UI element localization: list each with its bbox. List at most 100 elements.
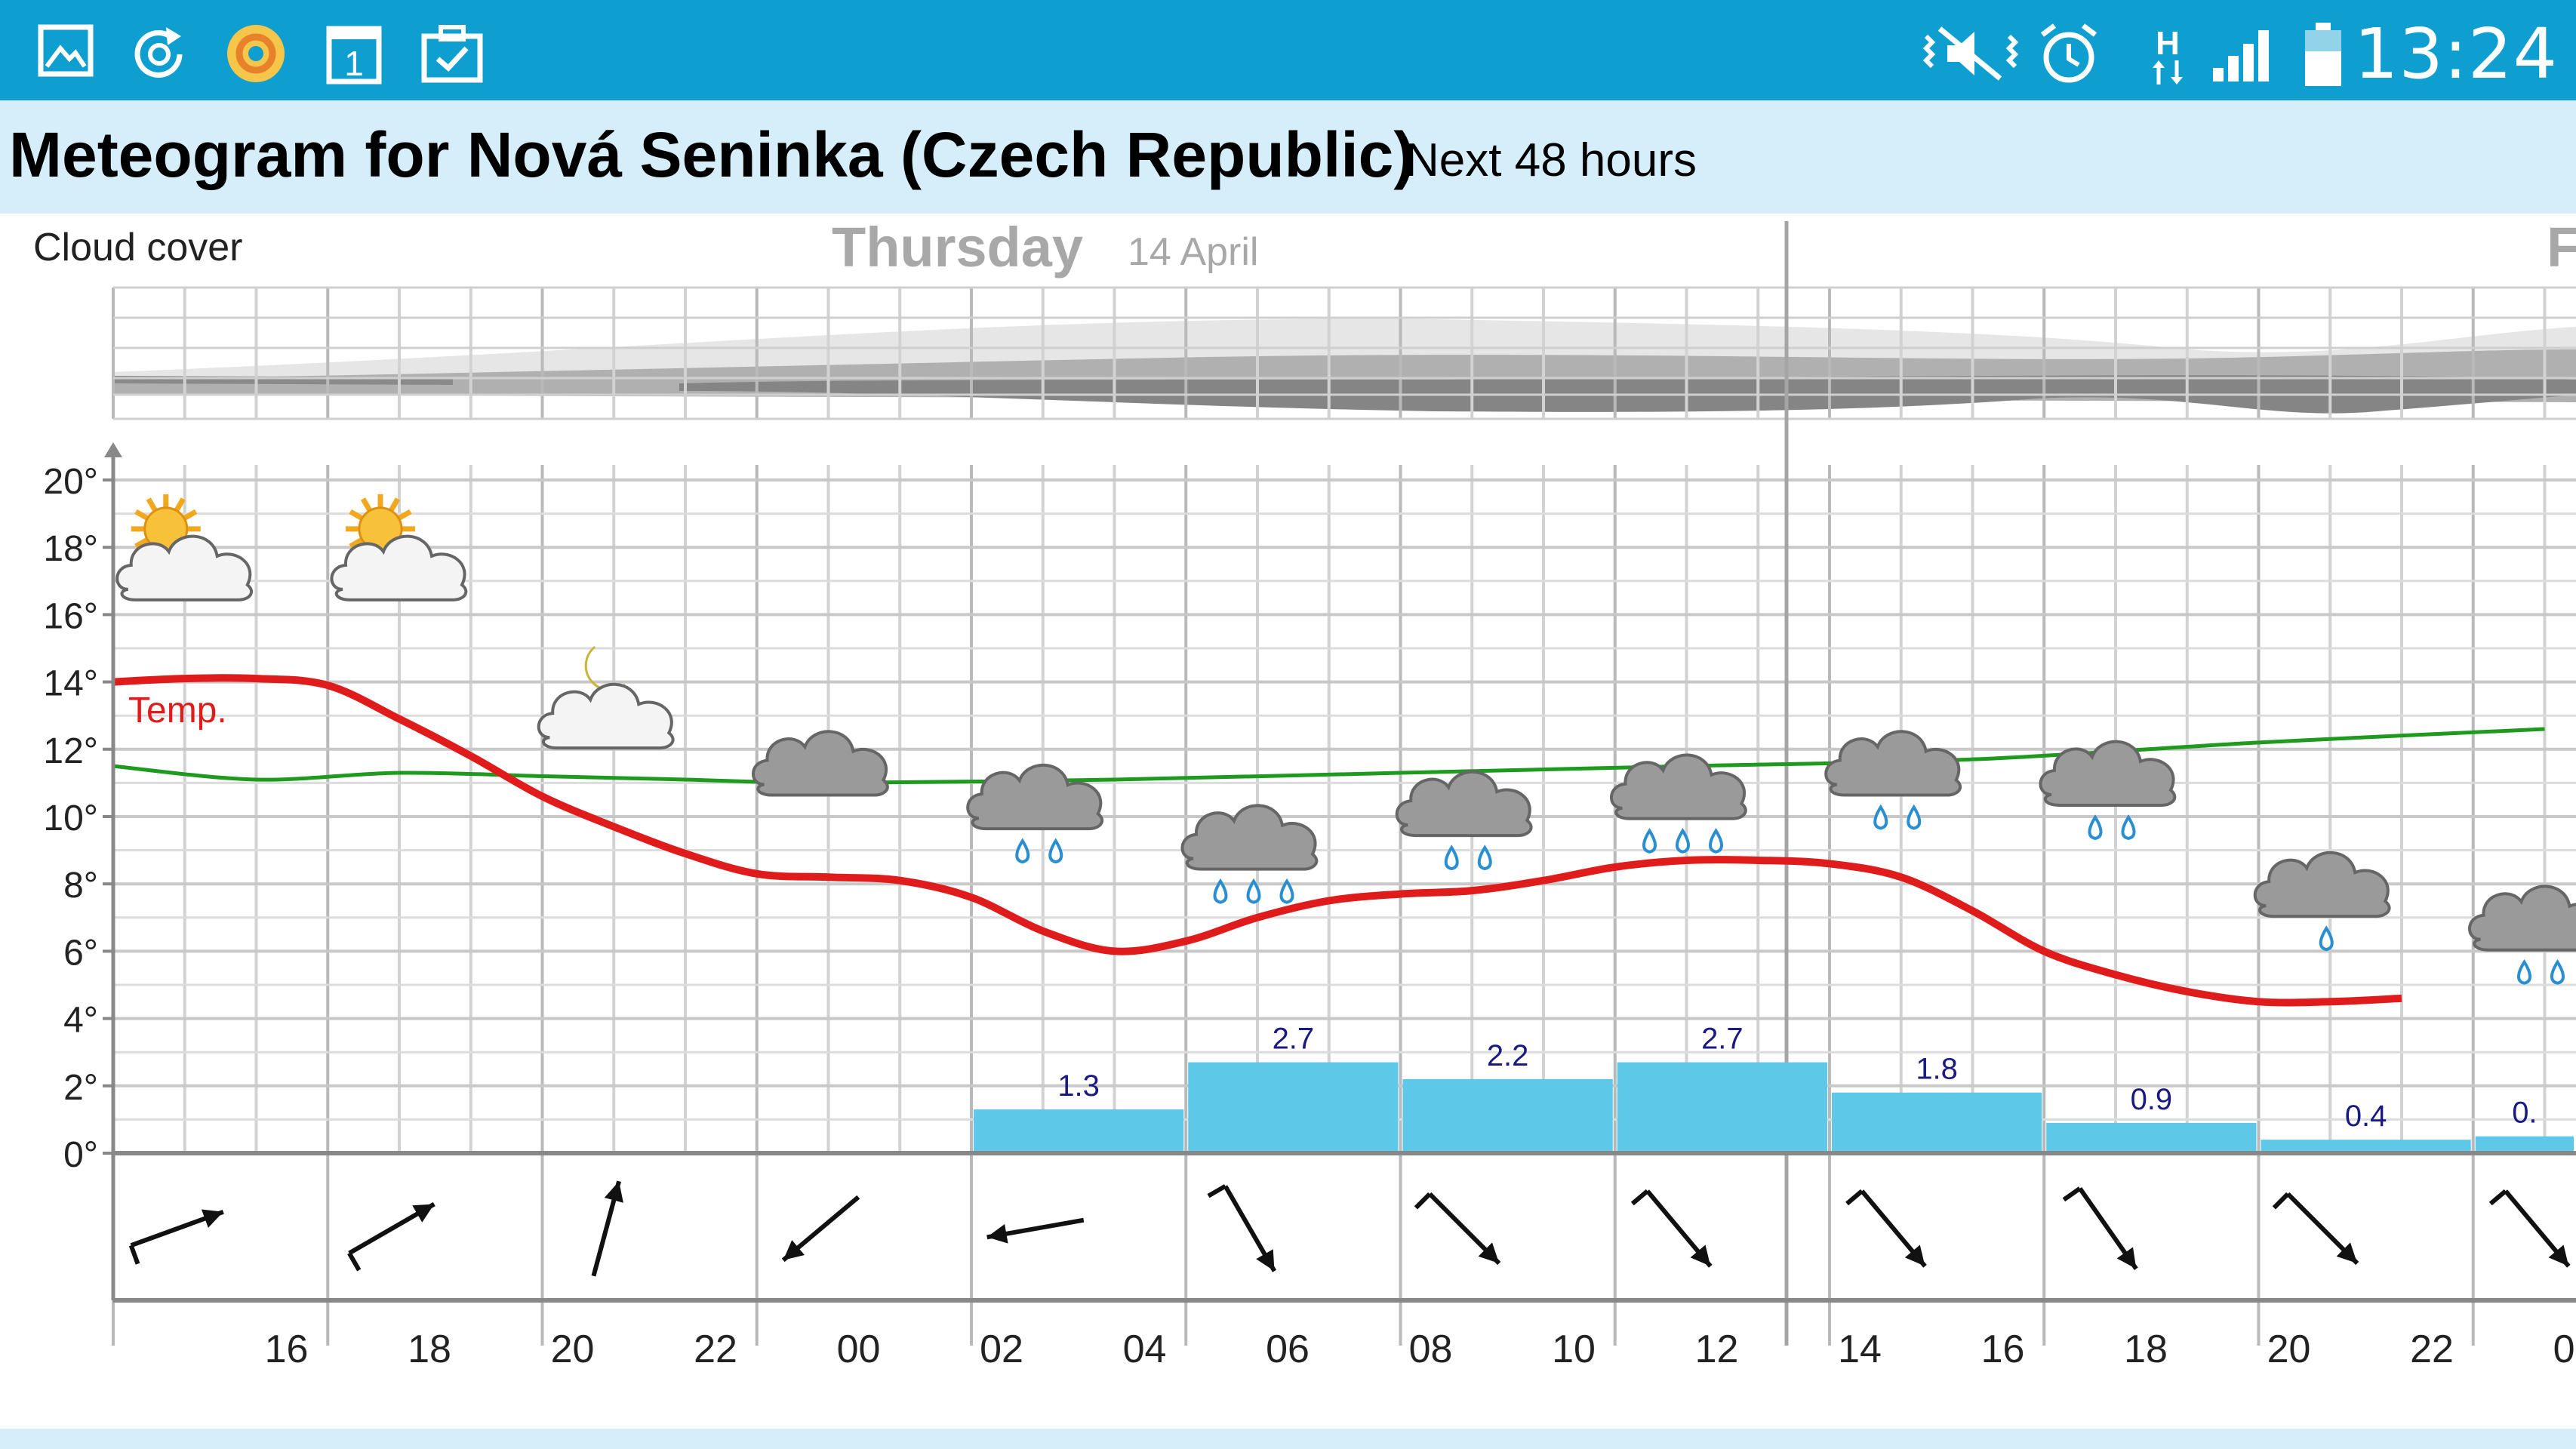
rain-drop: [1642, 828, 1657, 854]
rain-icon: [1824, 730, 1962, 830]
precip-bar: [2261, 1140, 2471, 1153]
wind-arrow: [2488, 1189, 2571, 1268]
status-time: 13:24: [2353, 14, 2558, 94]
rain-drop: [2319, 925, 2334, 952]
cloud-shape: [2253, 851, 2391, 918]
rain-drop: [2517, 958, 2531, 985]
cloud-body: [330, 534, 468, 601]
gallery-icon: [38, 24, 94, 77]
wind-arrow: [1845, 1189, 1927, 1268]
precip-bar: [1617, 1062, 1827, 1153]
cloud-body: [2253, 851, 2391, 918]
day-date-thursday: 14 April: [1128, 230, 1258, 274]
y-axis-arrow: [104, 442, 122, 457]
y-tick-label: 16°: [43, 596, 98, 636]
precip-bar: [2475, 1136, 2574, 1153]
x-tick-label: 00: [2553, 1327, 2576, 1371]
circle-app-icon: [227, 25, 285, 82]
wind-barb: [2062, 1186, 2082, 1202]
wind-barb: [1630, 1189, 1649, 1206]
y-tick-label: 20°: [43, 462, 98, 502]
cloud-body: [2039, 740, 2177, 807]
x-tick-label: 16: [265, 1327, 309, 1371]
cloud-shape: [1180, 804, 1319, 871]
wind-barb: [1207, 1184, 1227, 1198]
cloud-shape: [330, 534, 468, 601]
cloud-body: [2468, 884, 2576, 952]
wind-arrow: [781, 1195, 860, 1263]
precip-label: 1.8: [1916, 1053, 1958, 1086]
rain-drop: [1676, 828, 1690, 854]
wind-head: [2116, 1247, 2137, 1269]
cloud-body: [1180, 804, 1319, 871]
y-tick-label: 10°: [43, 798, 98, 838]
cloud-body: [115, 534, 253, 601]
precip-bar: [2046, 1122, 2257, 1153]
precip-label: 0.9: [2131, 1083, 2173, 1116]
y-tick-label: 8°: [63, 866, 98, 906]
x-tick-label: 10: [1552, 1327, 1596, 1371]
x-tick-label: 06: [1266, 1327, 1310, 1371]
x-tick-label: 20: [551, 1327, 595, 1371]
wind-arrows: [128, 1180, 2571, 1277]
y-tick-label: 14°: [43, 664, 98, 704]
cloud-shape: [1395, 770, 1533, 838]
y-tick-label: 0°: [63, 1135, 98, 1175]
cloud-shape: [966, 763, 1103, 831]
x-tick-label: 22: [694, 1327, 737, 1371]
wind-head: [1690, 1244, 1711, 1266]
cloud-body: [537, 682, 675, 750]
x-tick-label: 14: [1838, 1327, 1882, 1371]
rain-drop: [1279, 878, 1294, 904]
rain-drop: [1246, 878, 1261, 904]
rain-drop: [2088, 814, 2103, 840]
x-tick-label: 16: [1981, 1327, 2025, 1371]
rain-drop: [1477, 844, 1492, 871]
rain-drop: [1048, 838, 1063, 864]
wind-arrow: [1414, 1192, 1501, 1266]
cloud-body: [966, 763, 1103, 831]
x-tick-label: 12: [1695, 1327, 1739, 1371]
temperature-line-label: Temp.: [128, 691, 227, 731]
wind-head: [783, 1240, 805, 1260]
wind-head: [1904, 1244, 1925, 1266]
x-tick-label: 00: [837, 1327, 881, 1371]
wind-head: [986, 1223, 1008, 1244]
clipboard-check-icon: [421, 25, 483, 83]
day-label-friday: F: [2547, 216, 2576, 278]
wind-arrow: [591, 1180, 623, 1277]
rain-icon: [1395, 770, 1533, 871]
meteogram: 1.3 2.7 2.2 2.7 1.8 0.9 0.4 0. Temp. 0° 2° 4° 6° 8°…: [0, 214, 2576, 1429]
chart-labels: Cloud cover Thursday 14 April F: [33, 216, 2576, 278]
mute-vibrate-icon: [1922, 26, 2019, 81]
wind-arrow: [1207, 1184, 1277, 1272]
precip-label: 1.3: [1057, 1069, 1100, 1103]
precip-bar: [1832, 1092, 2042, 1153]
title-bar: Meteogram for Nová Seninka (Czech Republ…: [0, 100, 2576, 214]
wind-head: [201, 1209, 223, 1228]
rain-drop: [1213, 878, 1228, 904]
precip-label: 0.: [2512, 1097, 2537, 1130]
wind-arrow: [986, 1217, 1085, 1244]
wind-arrow: [2062, 1186, 2138, 1270]
hspa-data-icon: H: [2153, 25, 2183, 85]
precip-label: 2.2: [1487, 1039, 1529, 1072]
wind-arrow: [347, 1201, 435, 1272]
precip-label: 2.7: [1701, 1023, 1743, 1056]
rain-drop: [1873, 804, 1888, 830]
precip-bar: [1188, 1062, 1399, 1153]
wind-arrow: [128, 1209, 224, 1265]
x-tick-label: 18: [2124, 1327, 2168, 1371]
wind-barb: [128, 1244, 140, 1265]
rain-icon: [966, 763, 1103, 864]
rain-drop: [2121, 814, 2136, 840]
heavy-rain-icon: [1610, 753, 1747, 854]
x-tick-label: 20: [2267, 1327, 2311, 1371]
x-tick-label: 08: [1409, 1327, 1453, 1371]
chart-axes: 0° 2° 4° 6° 8° 10° 12° 14° 16° 18° 20° 16 18 20 22 00 02…: [43, 442, 2576, 1371]
rain-drop: [1444, 844, 1459, 871]
y-tick-label: 2°: [63, 1068, 98, 1108]
page-title: Meteogram for Nová Seninka (Czech Republ…: [9, 119, 1415, 190]
precip-label: 0.4: [2345, 1100, 2387, 1133]
signal-icon: [2213, 30, 2269, 82]
